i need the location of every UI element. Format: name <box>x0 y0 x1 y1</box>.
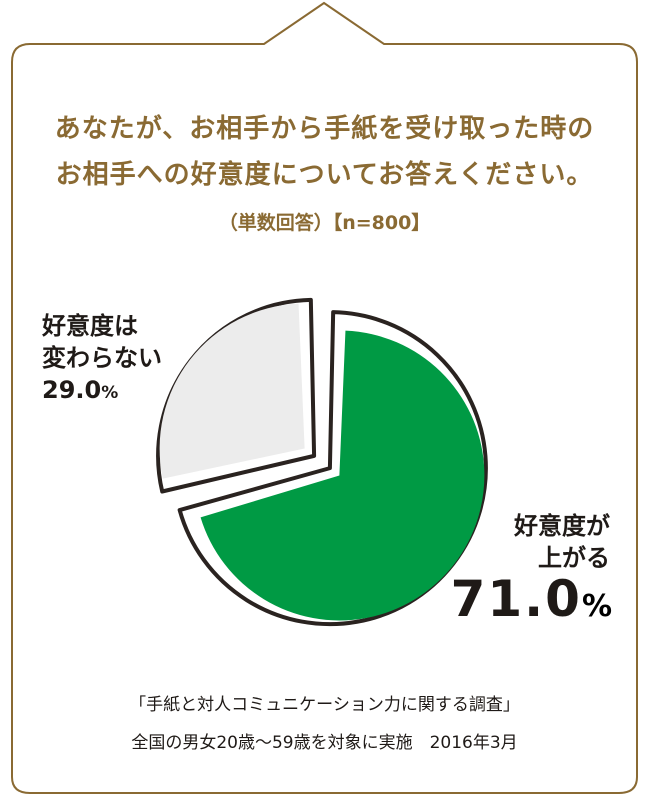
footnote-line-2: 全国の男女20歳〜59歳を対象に実施 2016年3月 <box>131 733 518 753</box>
question-line-1: あなたが、お相手から手紙を受け取った時の <box>54 114 595 144</box>
slice-label-increase-line1: 好意度が <box>514 512 610 540</box>
footnote-line-1: 「手紙と対人コミュニケーション力に関する調査」 <box>129 695 520 715</box>
slice-value-increase-number: 71.0 <box>450 570 582 628</box>
slice-label-unchanged-line1: 好意度は <box>42 312 138 340</box>
sample-size-subtitle: （単数回答）【n=800】 <box>218 212 431 234</box>
slice-value-unchanged: 29.0% <box>42 374 162 409</box>
slice-value-unchanged-number: 29.0 <box>42 376 102 404</box>
slice-value-increase-unit: % <box>581 589 612 624</box>
pie-slice-unchanged <box>159 303 305 479</box>
slice-label-unchanged-line2: 変わらない <box>42 344 162 372</box>
slice-label-unchanged: 好意度は 変わらない 29.0% <box>42 310 162 409</box>
slice-label-increase-line2: 上がる <box>538 544 610 572</box>
bubble-outline <box>11 1 638 794</box>
question-line-2: お相手への好意度についてお答えください。 <box>55 160 594 190</box>
pie-chart <box>156 297 488 627</box>
slice-value-increase: 71.0% <box>440 570 612 628</box>
slice-value-unchanged-unit: % <box>101 383 119 403</box>
pie-slice-increase <box>200 330 485 621</box>
slice-label-increase: 好意度が 上がる <box>470 510 610 574</box>
